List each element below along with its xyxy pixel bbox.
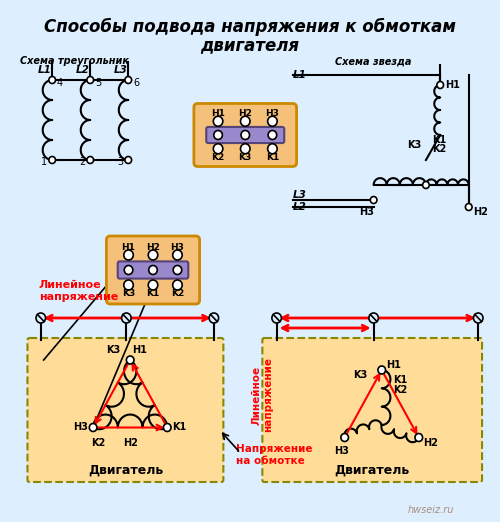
Circle shape (173, 266, 182, 275)
Circle shape (124, 266, 133, 275)
Text: H3: H3 (74, 422, 88, 433)
FancyBboxPatch shape (106, 236, 200, 304)
Circle shape (126, 356, 134, 364)
Text: L3: L3 (293, 190, 306, 200)
Circle shape (268, 130, 276, 139)
Circle shape (474, 313, 483, 323)
Circle shape (241, 130, 250, 139)
Circle shape (214, 144, 223, 154)
Circle shape (415, 433, 422, 442)
Circle shape (172, 280, 182, 290)
Text: H3: H3 (334, 445, 349, 456)
Text: H3: H3 (360, 207, 374, 217)
Text: K2: K2 (171, 290, 184, 299)
Text: K2: K2 (212, 153, 224, 162)
Circle shape (209, 313, 218, 323)
Circle shape (124, 280, 134, 290)
Text: L2: L2 (293, 202, 306, 212)
Text: Способы подвода напряжения к обмоткам: Способы подвода напряжения к обмоткам (44, 18, 456, 36)
FancyBboxPatch shape (262, 338, 482, 482)
Circle shape (164, 423, 171, 432)
Text: H1: H1 (122, 243, 136, 252)
Text: H3: H3 (170, 243, 184, 252)
Text: H2: H2 (146, 243, 160, 252)
Text: Схема треугольник: Схема треугольник (20, 56, 128, 66)
Circle shape (437, 81, 444, 89)
Text: K1: K1 (172, 422, 186, 433)
Text: K1: K1 (432, 135, 446, 145)
Text: Двигатель: Двигатель (334, 464, 410, 477)
Circle shape (148, 250, 158, 260)
Circle shape (148, 266, 158, 275)
Circle shape (125, 77, 132, 84)
Circle shape (36, 313, 46, 323)
Text: H1: H1 (211, 109, 225, 118)
Text: K3: K3 (122, 290, 135, 299)
Circle shape (49, 157, 56, 163)
Text: H1: H1 (132, 345, 147, 355)
Text: K3: K3 (407, 140, 421, 150)
Text: K3: K3 (106, 345, 120, 355)
Circle shape (422, 182, 430, 188)
Circle shape (341, 433, 348, 442)
Circle shape (87, 157, 94, 163)
Circle shape (268, 144, 277, 154)
Text: L2: L2 (76, 65, 90, 75)
Text: Напряжение
на обмотке: Напряжение на обмотке (236, 444, 312, 466)
Text: Линейное
напряжение: Линейное напряжение (252, 358, 273, 433)
Text: 6: 6 (133, 78, 139, 88)
Text: двигателя: двигателя (200, 36, 300, 54)
Circle shape (214, 116, 223, 126)
Circle shape (370, 196, 377, 204)
Text: 4: 4 (57, 78, 63, 88)
Text: K2: K2 (393, 385, 407, 395)
Text: K1: K1 (146, 290, 160, 299)
Text: L1: L1 (38, 65, 52, 75)
Circle shape (214, 130, 222, 139)
Text: K1: K1 (266, 153, 279, 162)
Text: K2: K2 (90, 437, 105, 447)
Text: 2: 2 (79, 157, 86, 167)
Text: K1: K1 (393, 375, 407, 385)
Text: 1: 1 (42, 157, 48, 167)
Circle shape (122, 313, 131, 323)
Circle shape (148, 280, 158, 290)
Circle shape (125, 157, 132, 163)
Text: Схема звезда: Схема звезда (336, 56, 412, 66)
Text: H1: H1 (445, 80, 460, 90)
Circle shape (49, 77, 56, 84)
Text: K3: K3 (353, 370, 368, 380)
Text: H2: H2 (238, 109, 252, 118)
Text: K2: K2 (432, 144, 446, 154)
Text: L1: L1 (293, 70, 306, 80)
Text: 5: 5 (95, 78, 101, 88)
Circle shape (90, 423, 97, 432)
Text: Двигатель: Двигатель (88, 464, 163, 477)
Text: Линейное: Линейное (39, 280, 102, 290)
Circle shape (369, 313, 378, 323)
Circle shape (272, 313, 281, 323)
Circle shape (240, 144, 250, 154)
FancyBboxPatch shape (28, 338, 224, 482)
Text: H3: H3 (266, 109, 280, 118)
FancyBboxPatch shape (206, 127, 284, 143)
FancyBboxPatch shape (118, 262, 188, 279)
Text: напряжение: напряжение (39, 292, 118, 302)
Circle shape (240, 116, 250, 126)
Circle shape (466, 204, 472, 210)
Text: H1: H1 (386, 360, 402, 370)
Text: H2: H2 (474, 207, 488, 217)
Text: H2: H2 (122, 437, 138, 447)
Text: L3: L3 (114, 65, 128, 75)
Text: 3: 3 (118, 157, 124, 167)
Text: H2: H2 (424, 437, 438, 447)
Circle shape (87, 77, 94, 84)
Circle shape (172, 250, 182, 260)
Text: K3: K3 (238, 153, 252, 162)
FancyBboxPatch shape (194, 103, 296, 167)
Circle shape (124, 250, 134, 260)
Circle shape (268, 116, 277, 126)
Circle shape (378, 366, 386, 374)
Text: hwseiz.ru: hwseiz.ru (408, 505, 454, 515)
